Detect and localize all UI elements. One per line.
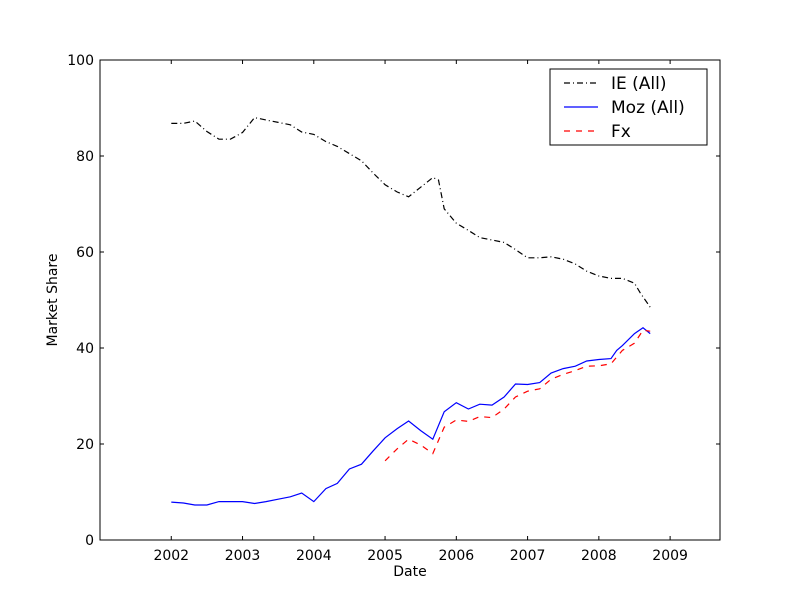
legend-label: Moz (All) [611, 98, 685, 118]
y-tick-label: 0 [85, 533, 94, 549]
x-tick-label: 2006 [439, 548, 475, 564]
legend: IE (All) Moz (All) Fx [549, 68, 708, 146]
axes-frame [99, 59, 721, 541]
y-tick-label: 100 [67, 53, 94, 69]
series-layer [171, 116, 651, 506]
series-line-2 [384, 329, 651, 462]
x-tick-label: 2004 [296, 548, 332, 564]
y-tick-label: 20 [76, 437, 94, 453]
legend-label: IE (All) [611, 74, 667, 94]
x-tick-label: 2005 [367, 548, 403, 564]
series-line-0 [171, 116, 651, 308]
y-tick-label: 60 [76, 245, 94, 261]
x-tick-label: 2007 [510, 548, 546, 564]
x-axis-label: Date [393, 564, 426, 580]
legend-label: Fx [611, 122, 631, 142]
y-axis-label: Market Share [45, 254, 61, 347]
y-axis: 0 20 40 60 80 100 [67, 53, 720, 549]
x-tick-label: 2008 [581, 548, 617, 564]
y-tick-label: 40 [76, 341, 94, 357]
x-tick-label: 2002 [153, 548, 189, 564]
y-tick-label: 80 [76, 149, 94, 165]
x-axis: 2002 2003 2004 2005 2006 2007 2008 2009 [153, 60, 688, 564]
x-tick-label: 2003 [225, 548, 261, 564]
series-line-1 [171, 327, 651, 506]
x-tick-label: 2009 [652, 548, 688, 564]
